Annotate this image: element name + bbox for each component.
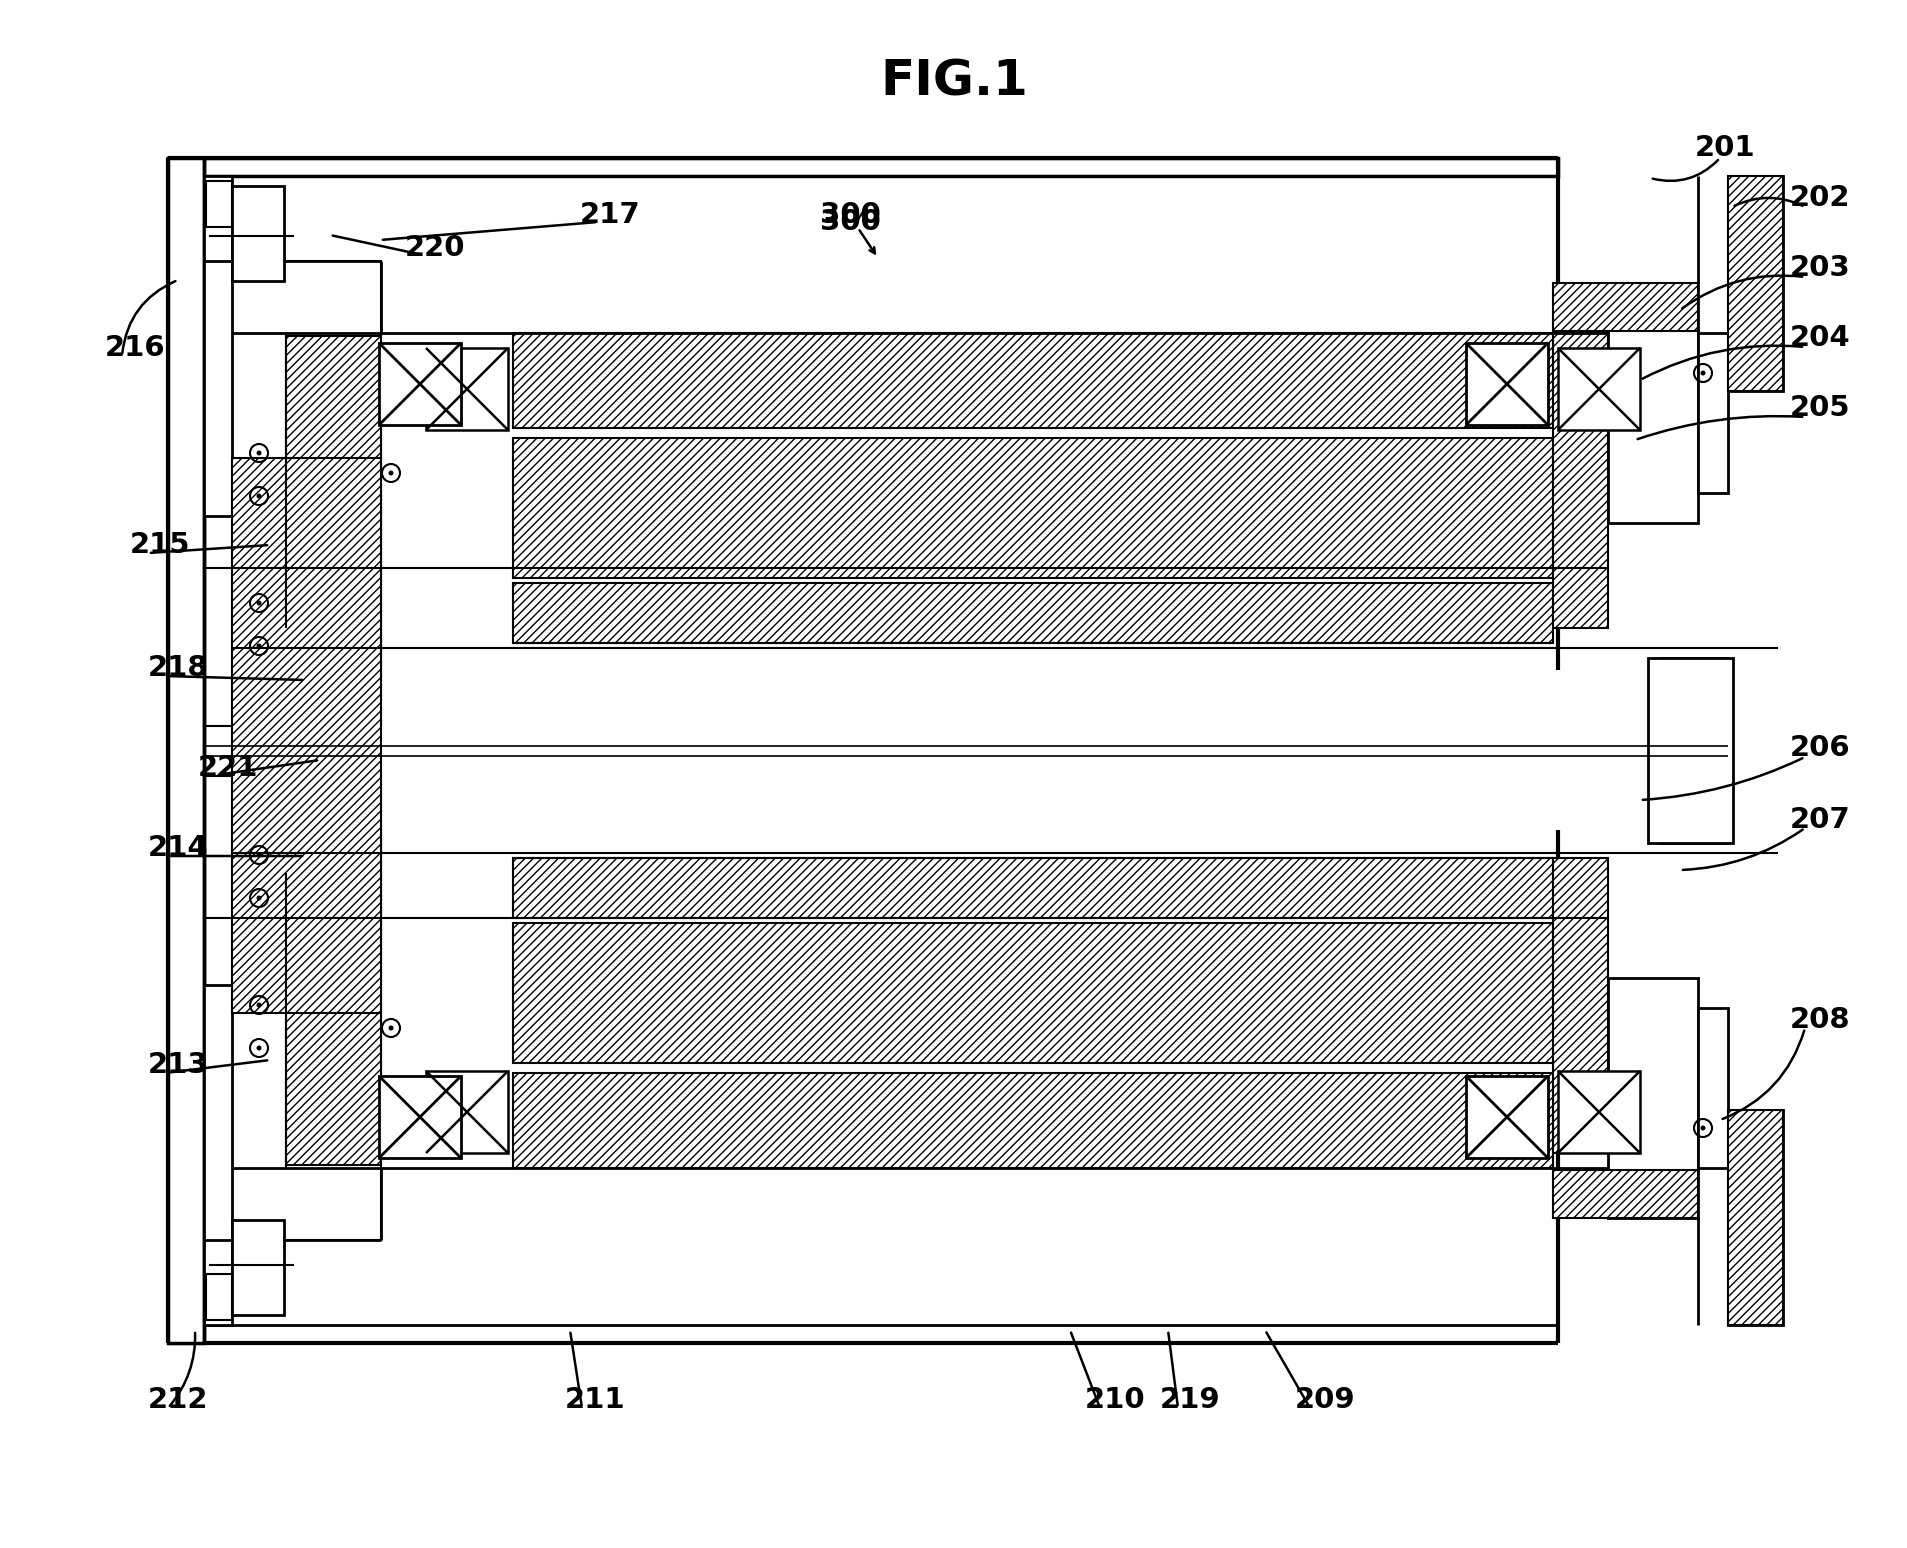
Text: 214: 214	[149, 834, 208, 862]
Text: 300: 300	[820, 207, 881, 235]
Bar	[168, 158, 204, 1344]
Text: 300: 300	[820, 201, 881, 229]
Bar	[379, 344, 461, 426]
Bar	[168, 158, 1558, 176]
Circle shape	[256, 895, 261, 901]
Bar	[233, 458, 381, 1012]
Circle shape	[389, 471, 393, 475]
Bar	[1608, 283, 1697, 523]
Text: 205: 205	[1789, 395, 1850, 423]
Bar	[204, 776, 381, 1240]
Bar	[1697, 1008, 1728, 1169]
Bar	[1558, 348, 1640, 430]
Text: 213: 213	[149, 1051, 208, 1079]
Bar	[1465, 344, 1547, 426]
Bar	[1465, 1076, 1547, 1158]
Text: 221: 221	[198, 754, 257, 782]
Bar	[286, 336, 381, 676]
Circle shape	[1699, 1125, 1705, 1130]
Text: 217: 217	[580, 201, 641, 229]
Text: 209: 209	[1295, 1385, 1354, 1413]
Text: 203: 203	[1789, 254, 1850, 282]
Bar	[206, 1274, 233, 1320]
Bar	[1697, 333, 1728, 492]
Text: 208: 208	[1789, 1006, 1850, 1034]
Bar	[425, 348, 507, 430]
Text: 218: 218	[149, 653, 208, 683]
Bar	[204, 985, 233, 1325]
Text: 201: 201	[1693, 135, 1754, 163]
Text: 211: 211	[564, 1385, 625, 1413]
Bar	[286, 825, 381, 1166]
Text: FIG.1: FIG.1	[879, 57, 1028, 105]
Bar	[204, 176, 233, 515]
Circle shape	[256, 450, 261, 455]
Bar	[513, 1073, 1552, 1169]
Bar	[1728, 176, 1781, 392]
Text: 216: 216	[105, 334, 166, 362]
Bar	[379, 1076, 461, 1158]
Bar	[513, 333, 1552, 427]
Circle shape	[256, 1003, 261, 1008]
Bar	[1558, 1071, 1640, 1153]
Bar	[513, 858, 1552, 918]
Text: 220: 220	[404, 234, 465, 262]
Bar	[206, 181, 233, 228]
Text: /: /	[852, 201, 868, 231]
Circle shape	[256, 644, 261, 649]
Bar	[204, 262, 381, 726]
Bar	[513, 438, 1552, 577]
Circle shape	[1699, 370, 1705, 376]
Text: 219: 219	[1159, 1385, 1220, 1413]
Text: 206: 206	[1789, 734, 1850, 762]
Text: 207: 207	[1789, 807, 1850, 834]
Circle shape	[389, 1025, 393, 1031]
Bar	[1728, 176, 1781, 392]
Bar	[513, 923, 1552, 1063]
Bar	[233, 1220, 284, 1314]
Bar	[1728, 1110, 1781, 1325]
Text: 204: 204	[1789, 324, 1850, 351]
Circle shape	[256, 853, 261, 858]
Bar	[425, 1071, 507, 1153]
Bar	[513, 584, 1552, 642]
Bar	[1552, 858, 1608, 1153]
Circle shape	[256, 1045, 261, 1051]
Circle shape	[256, 494, 261, 498]
Circle shape	[256, 601, 261, 605]
Text: 210: 210	[1085, 1385, 1144, 1413]
Bar	[1552, 1170, 1697, 1218]
Text: 215: 215	[130, 531, 191, 559]
Bar	[1608, 978, 1697, 1218]
Bar	[1552, 283, 1697, 331]
Text: 212: 212	[149, 1385, 208, 1413]
Bar	[233, 186, 284, 282]
Bar	[1648, 658, 1732, 844]
Bar	[1552, 333, 1608, 628]
Bar	[1728, 1110, 1781, 1325]
Text: 202: 202	[1789, 184, 1850, 212]
